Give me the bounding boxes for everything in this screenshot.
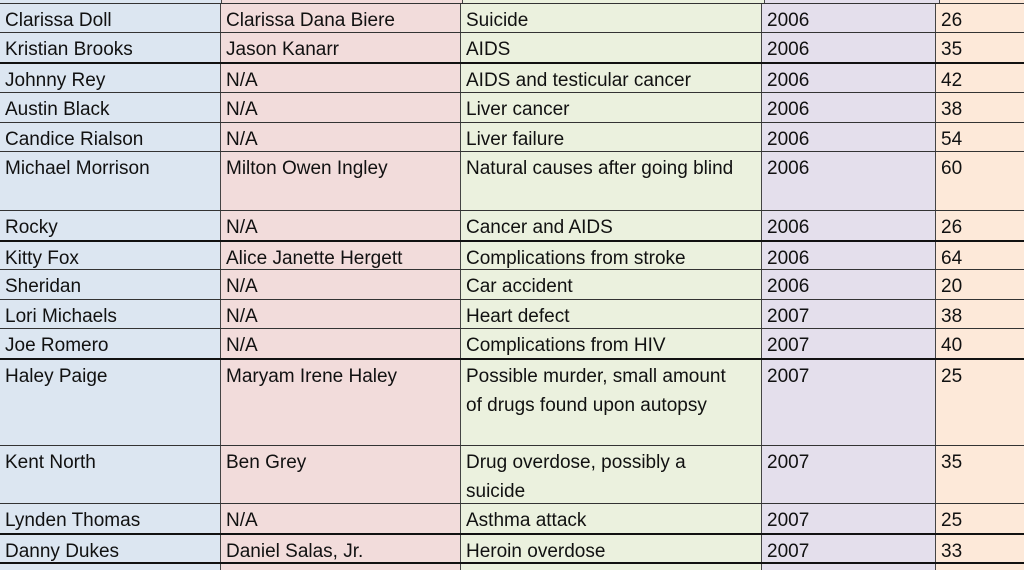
- cell-year: 2006: [762, 33, 936, 62]
- cell-age: 26: [936, 211, 1024, 240]
- next-row-strip: [0, 562, 1024, 570]
- cell-year: 2006: [762, 152, 936, 210]
- cell-real-name: Milton Owen Ingley: [221, 152, 461, 210]
- cell-cause: Liver cancer: [461, 93, 762, 122]
- cell-real-name: Clarissa Dana Biere: [221, 4, 461, 32]
- cell-cause: AIDS and testicular cancer: [461, 64, 762, 92]
- cell-year: 2007: [762, 300, 936, 328]
- cell-name: Sheridan: [0, 270, 221, 299]
- cell-age: 40: [936, 329, 1024, 358]
- cell-cause: Cancer and AIDS: [461, 211, 762, 240]
- table-row: Michael Morrison Milton Owen Ingley Natura…: [0, 151, 1024, 210]
- table-row: Haley Paige Maryam Irene Haley Possible mu…: [0, 358, 1024, 445]
- cell-age: 60: [936, 152, 1024, 210]
- cell-real-name: N/A: [221, 300, 461, 328]
- cell-real-name: N/A: [221, 93, 461, 122]
- empty-cell: [221, 564, 461, 570]
- empty-cell: [762, 564, 936, 570]
- cell-name: Candice Rialson: [0, 123, 221, 151]
- cell-real-name: N/A: [221, 123, 461, 151]
- cell-name: Haley Paige: [0, 360, 221, 445]
- cell-real-name: Ben Grey: [221, 446, 461, 503]
- table-row: Lori Michaels N/A Heart defect 2007 38: [0, 299, 1024, 328]
- cell-year: 2007: [762, 446, 936, 503]
- cell-age: 33: [936, 535, 1024, 562]
- cell-age: 64: [936, 242, 1024, 269]
- table-row: Danny Dukes Daniel Salas, Jr. Heroin overd…: [0, 533, 1024, 562]
- cell-year: 2006: [762, 270, 936, 299]
- cell-age: 20: [936, 270, 1024, 299]
- cell-real-name: N/A: [221, 211, 461, 240]
- cell-cause: Liver failure: [461, 123, 762, 151]
- cell-year: 2006: [762, 211, 936, 240]
- cell-name: Kitty Fox: [0, 242, 221, 269]
- cell-cause: Complications from stroke: [461, 242, 762, 269]
- empty-cell: [0, 564, 221, 570]
- cell-name: Kent North: [0, 446, 221, 503]
- cell-real-name: N/A: [221, 270, 461, 299]
- cell-name: Lori Michaels: [0, 300, 221, 328]
- cell-year: 2006: [762, 93, 936, 122]
- cell-name: Clarissa Doll: [0, 4, 221, 32]
- cell-age: 35: [936, 33, 1024, 62]
- cell-name: Johnny Rey: [0, 64, 221, 92]
- cell-name: Michael Morrison: [0, 152, 221, 210]
- table-row: Austin Black N/A Liver cancer 2006 38: [0, 92, 1024, 122]
- table-row: Kent North Ben Grey Drug overdose, possibl…: [0, 445, 1024, 503]
- data-table: Clarissa Doll Clarissa Dana Biere Suicide 2…: [0, 3, 1024, 570]
- cell-year: 2006: [762, 4, 936, 32]
- cell-cause: Asthma attack: [461, 504, 762, 533]
- table-row: Rocky N/A Cancer and AIDS 2006 26: [0, 210, 1024, 240]
- table-row: Kristian Brooks Jason Kanarr AIDS 2006 35: [0, 32, 1024, 62]
- cell-real-name: N/A: [221, 329, 461, 358]
- cell-cause: Possible murder, small amount of drugs f…: [461, 360, 762, 445]
- cell-name: Rocky: [0, 211, 221, 240]
- cell-real-name: N/A: [221, 504, 461, 533]
- cell-name: Joe Romero: [0, 329, 221, 358]
- cell-year: 2007: [762, 360, 936, 445]
- cell-age: 35: [936, 446, 1024, 503]
- cell-real-name: Maryam Irene Haley: [221, 360, 461, 445]
- table-row: Joe Romero N/A Complications from HIV 2007 4…: [0, 328, 1024, 358]
- cell-age: 38: [936, 300, 1024, 328]
- cell-cause: Car accident: [461, 270, 762, 299]
- cell-age: 42: [936, 64, 1024, 92]
- cell-year: 2006: [762, 123, 936, 151]
- cell-name: Danny Dukes: [0, 535, 221, 562]
- cell-real-name: Alice Janette Hergett: [221, 242, 461, 269]
- cell-year: 2006: [762, 64, 936, 92]
- cell-year: 2006: [762, 242, 936, 269]
- cell-age: 38: [936, 93, 1024, 122]
- empty-cell: [461, 564, 762, 570]
- cell-name: Kristian Brooks: [0, 33, 221, 62]
- cell-cause: Heart defect: [461, 300, 762, 328]
- table-row: Clarissa Doll Clarissa Dana Biere Suicide 2…: [0, 3, 1024, 32]
- cell-real-name: Jason Kanarr: [221, 33, 461, 62]
- cell-cause: Suicide: [461, 4, 762, 32]
- cell-age: 54: [936, 123, 1024, 151]
- table-row: Lynden Thomas N/A Asthma attack 2007 25: [0, 503, 1024, 533]
- cell-year: 2007: [762, 329, 936, 358]
- table-row: Johnny Rey N/A AIDS and testicular cancer 2…: [0, 62, 1024, 92]
- cell-year: 2007: [762, 535, 936, 562]
- cell-real-name: N/A: [221, 64, 461, 92]
- cell-age: 25: [936, 360, 1024, 445]
- table-row: Kitty Fox Alice Janette Hergett Complicati…: [0, 240, 1024, 269]
- cell-age: 26: [936, 4, 1024, 32]
- cell-name: Austin Black: [0, 93, 221, 122]
- cell-cause: Complications from HIV: [461, 329, 762, 358]
- table-row: Sheridan N/A Car accident 2006 20: [0, 269, 1024, 299]
- cell-age: 25: [936, 504, 1024, 533]
- cell-cause: Drug overdose, possibly a suicide: [461, 446, 762, 503]
- empty-cell: [936, 564, 1024, 570]
- cell-real-name: Daniel Salas, Jr.: [221, 535, 461, 562]
- cell-cause: Natural causes after going blind: [461, 152, 762, 210]
- cell-cause: AIDS: [461, 33, 762, 62]
- cell-cause: Heroin overdose: [461, 535, 762, 562]
- cell-year: 2007: [762, 504, 936, 533]
- table-row: Candice Rialson N/A Liver failure 2006 54: [0, 122, 1024, 151]
- cell-name: Lynden Thomas: [0, 504, 221, 533]
- previous-row-strip: [0, 0, 1024, 3]
